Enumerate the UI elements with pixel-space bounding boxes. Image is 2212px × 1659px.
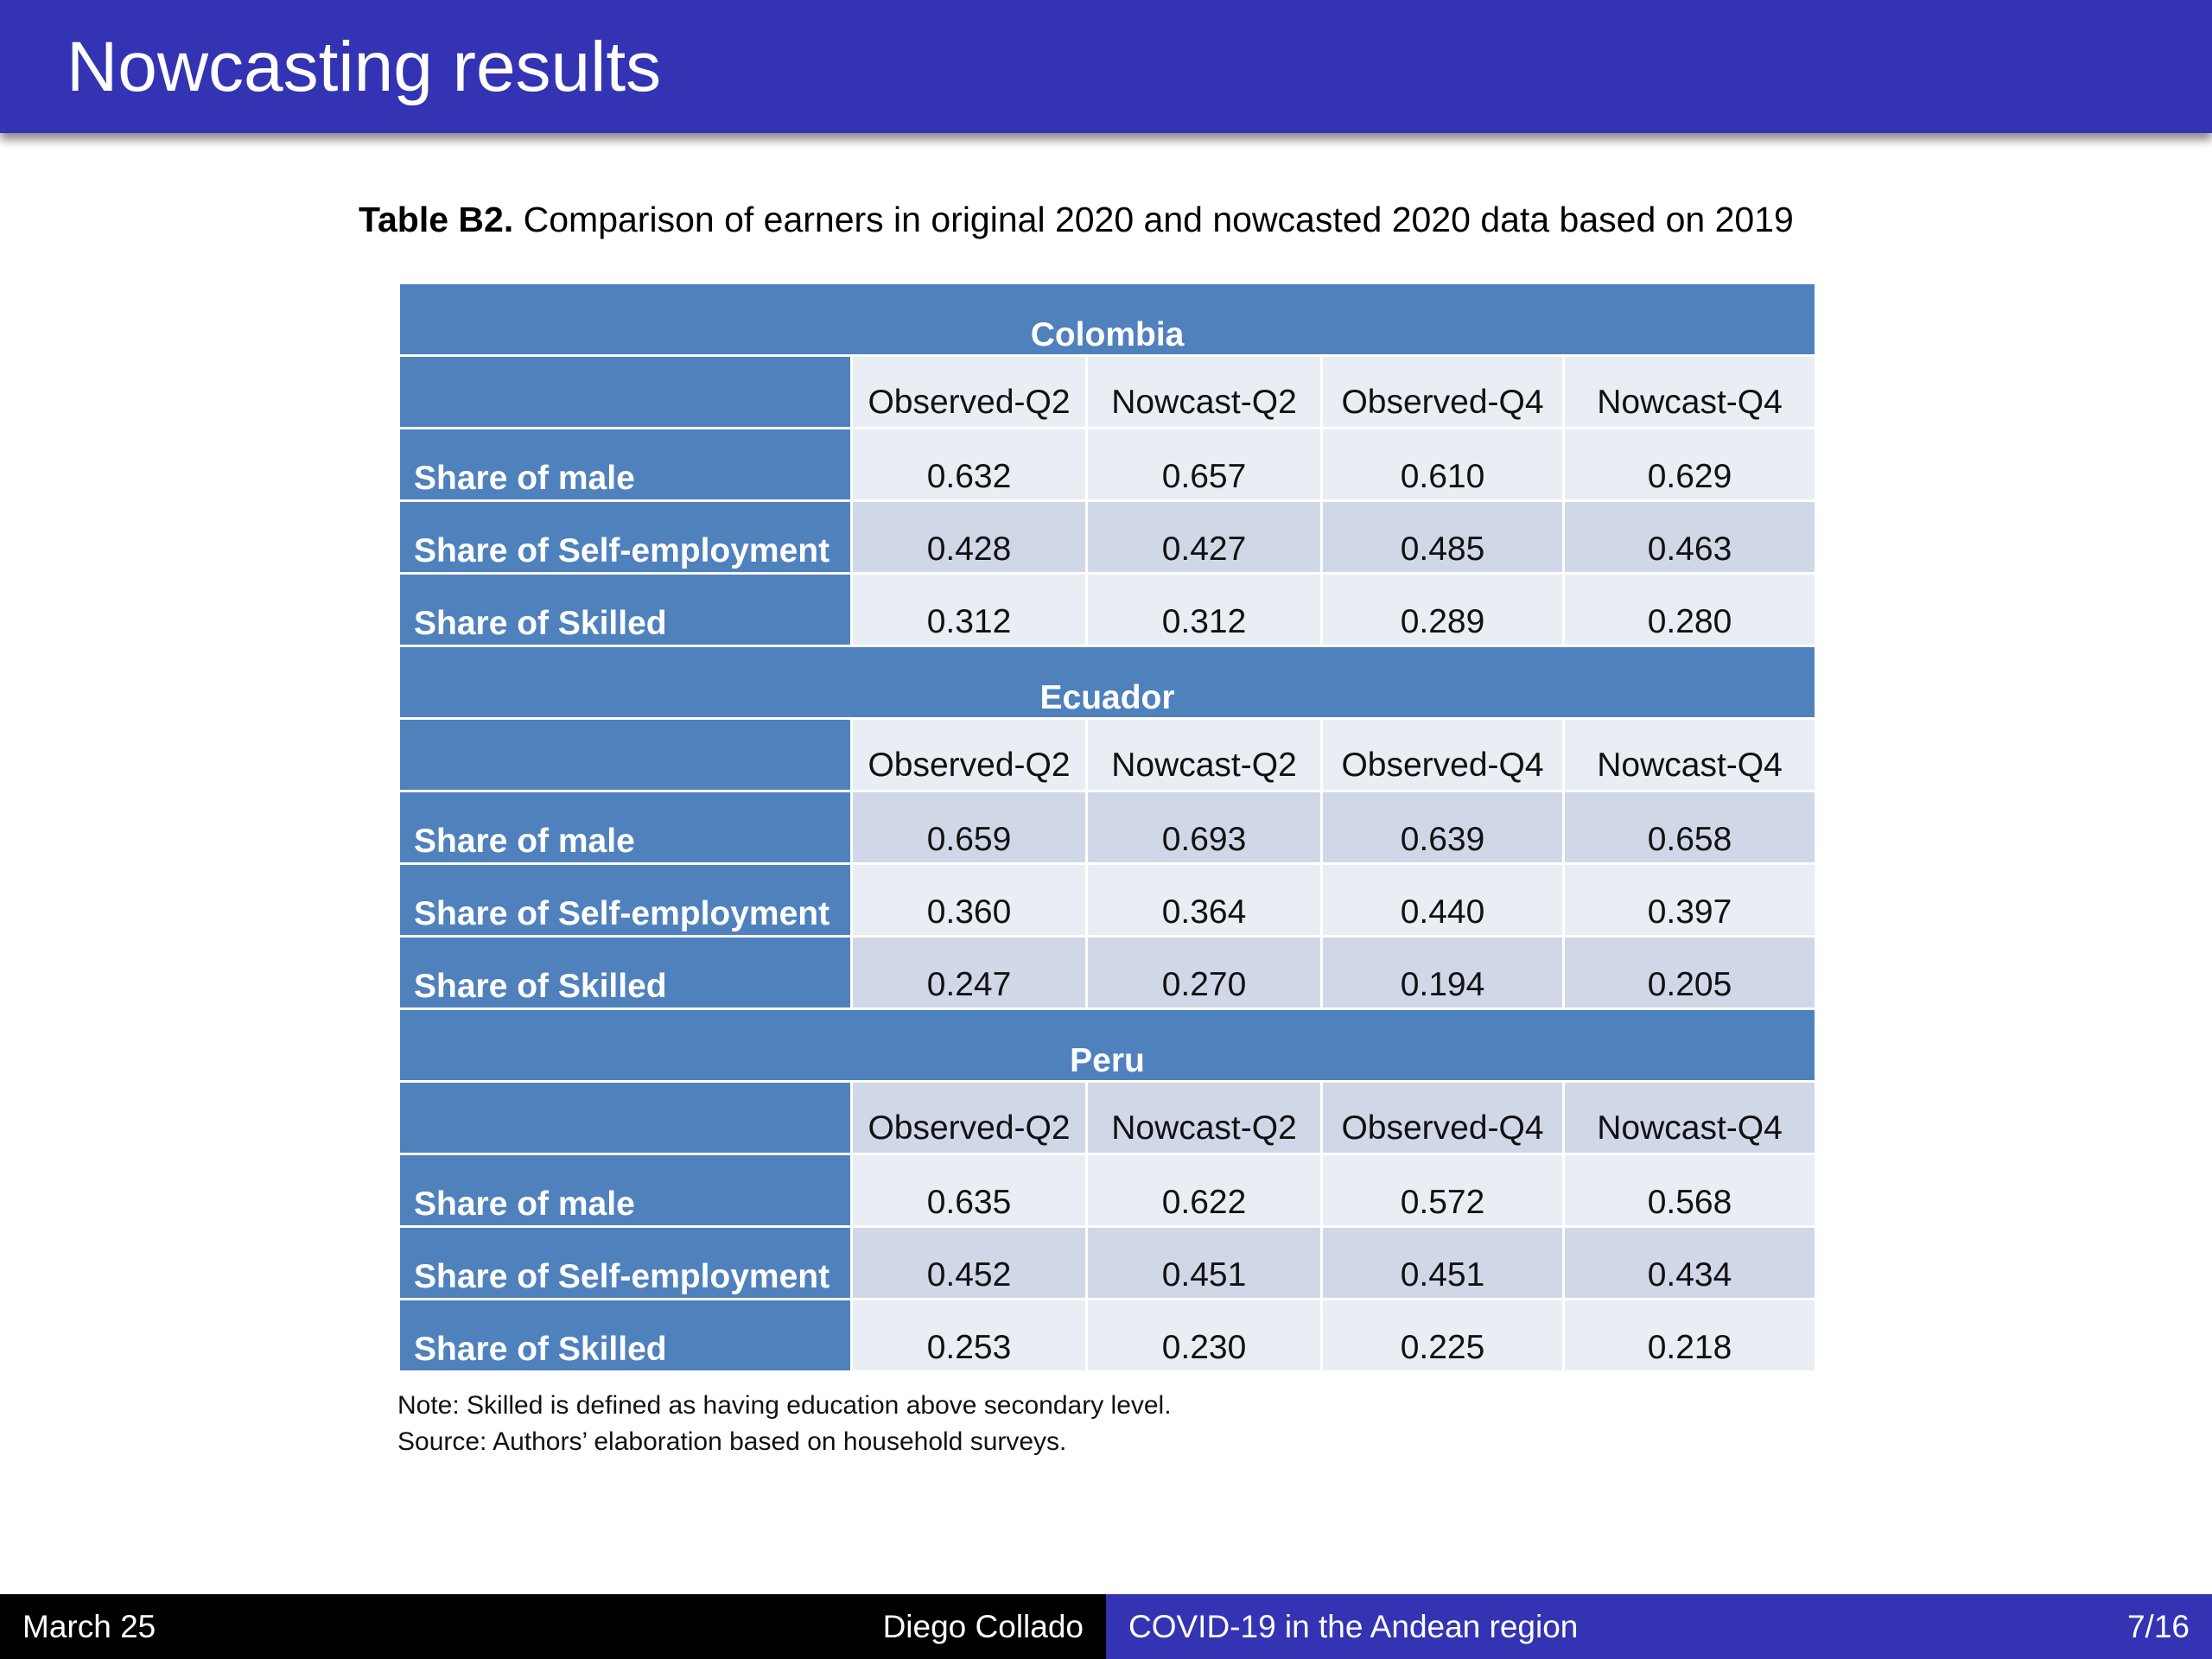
corner-cell xyxy=(397,717,853,792)
table-cell: 0.427 xyxy=(1085,499,1323,575)
table-row: Share of Self-employment 0.428 0.427 0.4… xyxy=(397,499,1818,575)
table-note: Note: Skilled is defined as having educa… xyxy=(397,1391,1172,1420)
table-cell: 0.463 xyxy=(1561,499,1818,575)
row-label: Share of male xyxy=(397,427,853,502)
table-cell: 0.622 xyxy=(1085,1153,1323,1228)
row-label: Share of Skilled xyxy=(397,1298,853,1373)
table-row: Share of male 0.635 0.622 0.572 0.568 xyxy=(397,1153,1818,1228)
slide-title: Nowcasting results xyxy=(67,28,662,106)
table-cell: 0.610 xyxy=(1320,427,1565,502)
table-cell: 0.568 xyxy=(1561,1153,1818,1228)
table-source: Source: Authors’ elaboration based on ho… xyxy=(397,1427,1067,1456)
table-row: Share of Self-employment 0.360 0.364 0.4… xyxy=(397,862,1818,938)
table-row: Share of male 0.659 0.693 0.639 0.658 xyxy=(397,790,1818,865)
table-cell: 0.485 xyxy=(1320,499,1565,575)
table-row: Share of Self-employment 0.452 0.451 0.4… xyxy=(397,1225,1818,1300)
table-cell: 0.428 xyxy=(850,499,1088,575)
table-caption-text: Comparison of earners in original 2020 a… xyxy=(513,200,1794,239)
slide-footer: March 25 Diego Collado COVID-19 in the A… xyxy=(0,1594,2212,1659)
table-caption: Table B2. Comparison of earners in origi… xyxy=(359,195,1794,244)
table-row: Share of male 0.632 0.657 0.610 0.629 xyxy=(397,427,1818,502)
column-header: Nowcast-Q4 xyxy=(1561,1080,1818,1155)
table-cell: 0.364 xyxy=(1085,862,1323,938)
group-header-row: Peru xyxy=(397,1007,1818,1083)
table-notes: Note: Skilled is defined as having educa… xyxy=(397,1388,1172,1460)
column-header: Observed-Q4 xyxy=(1320,717,1565,792)
column-header: Observed-Q2 xyxy=(850,1080,1088,1155)
column-header-row: Observed-Q2 Nowcast-Q2 Observed-Q4 Nowca… xyxy=(397,1080,1818,1155)
table-cell: 0.312 xyxy=(850,572,1088,647)
column-header: Observed-Q4 xyxy=(1320,1080,1565,1155)
group-name: Ecuador xyxy=(397,645,1818,720)
table-cell: 0.693 xyxy=(1085,790,1323,865)
table-row: Share of Skilled 0.253 0.230 0.225 0.218 xyxy=(397,1298,1818,1373)
slide-header: Nowcasting results xyxy=(0,0,2212,133)
table-cell: 0.230 xyxy=(1085,1298,1323,1373)
table-cell: 0.451 xyxy=(1085,1225,1323,1300)
table-cell: 0.659 xyxy=(850,790,1088,865)
column-header: Nowcast-Q4 xyxy=(1561,354,1818,429)
column-header: Nowcast-Q2 xyxy=(1085,354,1323,429)
comparison-table: Colombia Observed-Q2 Nowcast-Q2 Observed… xyxy=(397,282,1818,1373)
column-header: Nowcast-Q2 xyxy=(1085,1080,1323,1155)
table-cell: 0.629 xyxy=(1561,427,1818,502)
footer-talk-title: COVID-19 in the Andean region xyxy=(1128,1609,1579,1644)
table-cell: 0.218 xyxy=(1561,1298,1818,1373)
footer-author: Diego Collado xyxy=(882,1609,1084,1644)
table-cell: 0.452 xyxy=(850,1225,1088,1300)
table-cell: 0.270 xyxy=(1085,935,1323,1010)
table-cell: 0.451 xyxy=(1320,1225,1565,1300)
table-cell: 0.657 xyxy=(1085,427,1323,502)
group-name: Peru xyxy=(397,1007,1818,1083)
corner-cell xyxy=(397,1080,853,1155)
table-cell: 0.658 xyxy=(1561,790,1818,865)
table-cell: 0.572 xyxy=(1320,1153,1565,1228)
column-header: Nowcast-Q2 xyxy=(1085,717,1323,792)
table-cell: 0.632 xyxy=(850,427,1088,502)
row-label: Share of Self-employment xyxy=(397,499,853,575)
row-label: Share of male xyxy=(397,1153,853,1228)
table-cell: 0.253 xyxy=(850,1298,1088,1373)
table-cell: 0.397 xyxy=(1561,862,1818,938)
table-cell: 0.440 xyxy=(1320,862,1565,938)
table-cell: 0.247 xyxy=(850,935,1088,1010)
table-cell: 0.280 xyxy=(1561,572,1818,647)
column-header: Observed-Q2 xyxy=(850,354,1088,429)
table-cell: 0.194 xyxy=(1320,935,1565,1010)
table-cell: 0.434 xyxy=(1561,1225,1818,1300)
table-row: Share of Skilled 0.312 0.312 0.289 0.280 xyxy=(397,572,1818,647)
table-cell: 0.635 xyxy=(850,1153,1088,1228)
footer-left-panel: March 25 Diego Collado xyxy=(0,1594,1106,1659)
column-header-row: Observed-Q2 Nowcast-Q2 Observed-Q4 Nowca… xyxy=(397,354,1818,429)
table-cell: 0.360 xyxy=(850,862,1088,938)
table-cell: 0.225 xyxy=(1320,1298,1565,1373)
column-header: Nowcast-Q4 xyxy=(1561,717,1818,792)
row-label: Share of male xyxy=(397,790,853,865)
group-header-row: Colombia xyxy=(397,282,1818,357)
column-header-row: Observed-Q2 Nowcast-Q2 Observed-Q4 Nowca… xyxy=(397,717,1818,792)
group-name: Colombia xyxy=(397,282,1818,357)
group-header-row: Ecuador xyxy=(397,645,1818,720)
table-cell: 0.639 xyxy=(1320,790,1565,865)
row-label: Share of Skilled xyxy=(397,935,853,1010)
table-cell: 0.312 xyxy=(1085,572,1323,647)
row-label: Share of Skilled xyxy=(397,572,853,647)
column-header: Observed-Q4 xyxy=(1320,354,1565,429)
table-cell: 0.205 xyxy=(1561,935,1818,1010)
column-header: Observed-Q2 xyxy=(850,717,1088,792)
table-cell: 0.289 xyxy=(1320,572,1565,647)
table-row: Share of Skilled 0.247 0.270 0.194 0.205 xyxy=(397,935,1818,1010)
row-label: Share of Self-employment xyxy=(397,1225,853,1300)
footer-page-number: 7/16 xyxy=(2126,1609,2190,1644)
footer-date: March 25 xyxy=(22,1609,156,1644)
table-caption-label: Table B2. xyxy=(359,200,514,239)
footer-right-panel: COVID-19 in the Andean region 7/16 xyxy=(1106,1594,2212,1659)
corner-cell xyxy=(397,354,853,429)
row-label: Share of Self-employment xyxy=(397,862,853,938)
